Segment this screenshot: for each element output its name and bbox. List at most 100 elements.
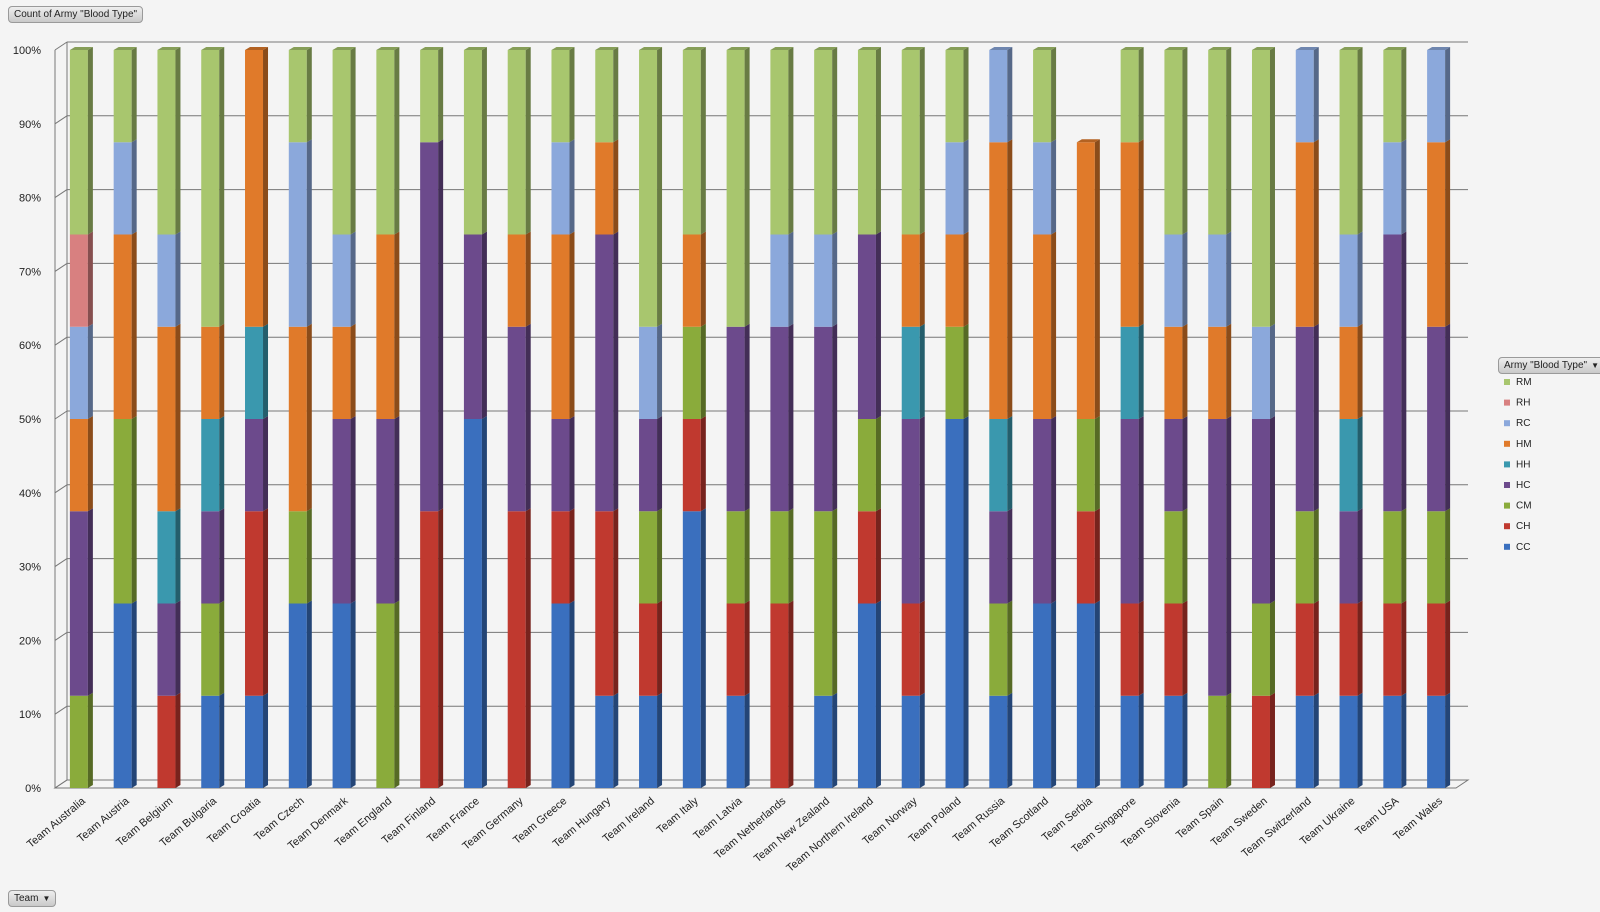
bar-segment-side bbox=[175, 508, 181, 604]
bar-segment-rc bbox=[69, 326, 88, 419]
y-tick-label: 20% bbox=[19, 635, 41, 647]
bar-segment-side bbox=[1138, 692, 1144, 788]
bar-segment-rm bbox=[113, 50, 132, 143]
bar-segment-side bbox=[919, 231, 925, 327]
legend-field-label: Army "Blood Type" bbox=[1504, 360, 1588, 371]
bar-segment-side bbox=[744, 692, 750, 788]
bar-segment-side bbox=[263, 692, 269, 788]
bar-segment-side bbox=[1313, 600, 1319, 696]
bar-segment-side bbox=[131, 416, 137, 604]
bar-segment-side bbox=[657, 600, 663, 696]
bar-segment-hh bbox=[245, 326, 264, 419]
bar-segment-side bbox=[306, 323, 312, 512]
bar-segment-hm bbox=[201, 326, 220, 419]
bar-segment-side bbox=[175, 692, 181, 788]
bar-segment-hc bbox=[245, 419, 264, 512]
value-field-button[interactable]: Count of Army "Blood Type" bbox=[8, 6, 144, 23]
bar-segment-hc bbox=[1251, 419, 1270, 604]
gridline-diagonal bbox=[54, 705, 68, 715]
legend-swatch bbox=[1504, 482, 1510, 488]
bar-segment-side bbox=[525, 231, 531, 327]
bar-segment-side bbox=[832, 323, 838, 512]
bar-segment-side bbox=[832, 231, 838, 327]
bar-segment-top bbox=[201, 47, 225, 50]
bar-segment-cm bbox=[945, 326, 964, 419]
bar-segment-side bbox=[700, 231, 706, 327]
bar-segment-side bbox=[1401, 600, 1407, 696]
bar-segment-side bbox=[263, 416, 269, 512]
bar-segment-side bbox=[657, 323, 663, 419]
bar-segment-ch bbox=[1076, 511, 1095, 604]
axis-field-button[interactable]: Team ▼ bbox=[8, 890, 57, 907]
bar-segment-ch bbox=[1164, 603, 1183, 696]
bar-segment-hc bbox=[1427, 326, 1446, 512]
bar-stack bbox=[69, 47, 93, 788]
bar-segment-side bbox=[1357, 416, 1363, 512]
bar-segment-rc bbox=[332, 234, 351, 327]
bar-segment-side bbox=[788, 231, 794, 327]
bar-segment-hm bbox=[1208, 326, 1227, 419]
bar-segment-side bbox=[219, 508, 225, 604]
bar-segment-hm bbox=[245, 50, 264, 327]
bar-segment-side bbox=[1138, 47, 1144, 143]
bar-segment-side bbox=[1226, 692, 1232, 788]
bar-segment-ch bbox=[1295, 603, 1314, 696]
bar-segment-side bbox=[1313, 692, 1319, 788]
bar-segment-cc bbox=[1427, 695, 1446, 788]
y-tick-label: 100% bbox=[13, 45, 41, 57]
bar-segment-side bbox=[1357, 47, 1363, 235]
bar-segment-side bbox=[1226, 416, 1232, 696]
bar-segment-side bbox=[1226, 323, 1232, 419]
bar-segment-side bbox=[1182, 231, 1188, 327]
y-tick-label: 80% bbox=[19, 193, 41, 205]
bar-segment-cm bbox=[376, 603, 395, 788]
bar-segment-hc bbox=[814, 326, 833, 512]
bar-segment-side bbox=[1051, 231, 1057, 419]
bar-segment-top bbox=[157, 47, 181, 50]
bar-segment-rm bbox=[595, 50, 614, 143]
bar-segment-rh bbox=[69, 234, 88, 327]
bar-segment-side bbox=[1226, 231, 1232, 327]
legend-field-button[interactable]: Army "Blood Type" ▼ bbox=[1498, 357, 1600, 374]
bar-segment-rm bbox=[857, 50, 876, 235]
bar-segment-side bbox=[438, 47, 444, 143]
bar-segment-hc bbox=[639, 419, 658, 512]
bar-segment-side bbox=[219, 47, 225, 327]
bar-stack bbox=[420, 47, 444, 788]
bar-segment-rc bbox=[113, 142, 132, 235]
bar-segment-rm bbox=[1033, 50, 1052, 143]
bar-segment-side bbox=[87, 323, 93, 419]
gridline-diagonal bbox=[54, 410, 68, 420]
bar-segment-top bbox=[551, 47, 575, 50]
bar-segment-top bbox=[682, 47, 706, 50]
bar-segment-side bbox=[1138, 600, 1144, 696]
bar-stack bbox=[814, 47, 838, 788]
bar-segment-hm bbox=[332, 326, 351, 419]
bar-segment-side bbox=[744, 508, 750, 604]
chevron-down-icon: ▼ bbox=[1591, 361, 1599, 370]
bar-segment-top bbox=[245, 47, 269, 50]
bar-segment-side bbox=[394, 600, 400, 788]
bar-segment-hc bbox=[901, 419, 920, 604]
legend-label: CM bbox=[1516, 501, 1532, 512]
bar-segment-top bbox=[1208, 47, 1232, 50]
bar-segment-cc bbox=[639, 695, 658, 788]
bar-segment-ch bbox=[551, 511, 570, 604]
bar-segment-rm bbox=[814, 50, 833, 235]
bar-segment-side bbox=[875, 416, 881, 512]
bar-stack bbox=[595, 47, 619, 788]
y-tick-label: 0% bbox=[25, 783, 41, 795]
bar-segment-cm bbox=[69, 695, 88, 788]
bar-segment-side bbox=[1269, 416, 1275, 604]
bar-segment-side bbox=[963, 416, 969, 788]
bar-segment-side bbox=[875, 600, 881, 788]
bar-segment-cc bbox=[1120, 695, 1139, 788]
bar-segment-hc bbox=[1164, 419, 1183, 512]
chevron-down-icon: ▼ bbox=[42, 894, 51, 903]
y-tick-label: 90% bbox=[19, 119, 41, 131]
bar-segment-cc bbox=[595, 695, 614, 788]
bar-segment-rm bbox=[1251, 50, 1270, 327]
gridline-diagonal bbox=[54, 41, 68, 51]
bar-segment-side bbox=[1182, 600, 1188, 696]
